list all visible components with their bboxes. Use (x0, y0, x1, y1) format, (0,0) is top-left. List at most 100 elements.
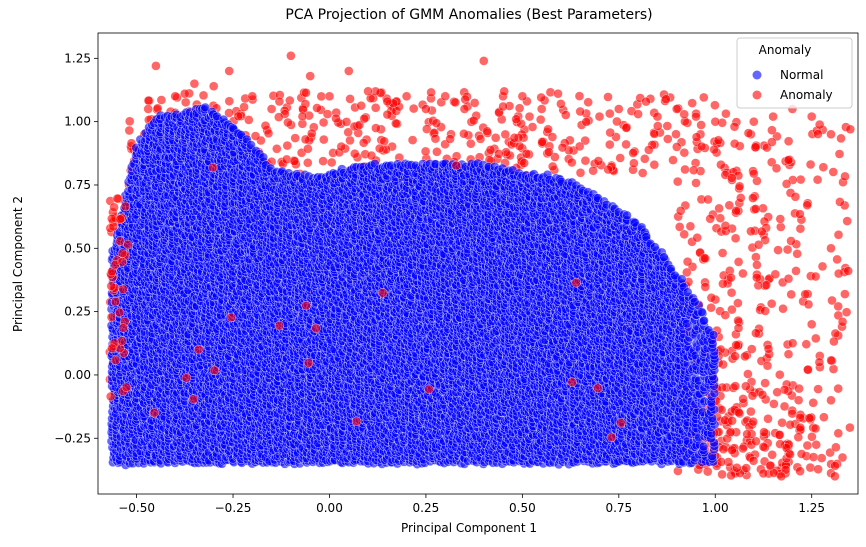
anomaly-point (672, 142, 682, 152)
anomaly-point (725, 427, 736, 437)
anomaly-point (408, 103, 419, 114)
anomaly-point (757, 390, 768, 400)
anomaly-point (426, 87, 436, 98)
anomaly-point (575, 106, 585, 117)
anomaly-point (781, 179, 792, 189)
anomaly-point (459, 129, 469, 139)
anomaly-point (663, 134, 673, 144)
anomaly-point (661, 94, 671, 104)
anomaly-point (466, 138, 476, 149)
anomaly-point (557, 142, 568, 153)
anomaly-point (819, 412, 829, 422)
anomaly-point (691, 111, 701, 122)
anomaly-point (274, 112, 284, 122)
anomaly-point (806, 319, 817, 330)
anomaly-point (814, 119, 825, 130)
anomaly-point (760, 306, 770, 316)
anomaly-point (816, 453, 827, 463)
anomaly-point (519, 158, 529, 168)
anomaly-point (482, 126, 492, 137)
anomaly-point (713, 135, 724, 146)
anomaly-point (736, 193, 746, 203)
anomaly-point (752, 260, 762, 270)
anomaly-point (575, 168, 586, 178)
anomaly-point (702, 466, 713, 477)
anomaly-point (345, 94, 355, 104)
anomaly-point (605, 127, 615, 138)
anomaly-point (671, 129, 681, 139)
anomaly-point (771, 163, 782, 174)
anomaly-point (740, 351, 750, 362)
anomaly-point (180, 88, 190, 99)
anomaly-point (741, 463, 751, 473)
anomaly-point (826, 129, 836, 140)
anomaly-point (674, 222, 685, 232)
anomaly-point (763, 344, 774, 354)
anomaly-point (810, 271, 821, 282)
anomaly-point (842, 216, 852, 226)
anomaly-point (710, 116, 721, 127)
anomaly-point (726, 287, 737, 298)
anomaly-point (791, 266, 801, 276)
anomaly-point (760, 378, 770, 388)
anomaly-point (143, 95, 154, 106)
anomaly-point (727, 445, 737, 456)
anomaly-point (808, 398, 818, 408)
anomaly-point (817, 261, 828, 272)
chart-title: PCA Projection of GMM Anomalies (Best Pa… (285, 7, 652, 23)
anomaly-point (479, 56, 489, 66)
anomaly-point (763, 414, 773, 424)
anomaly-point (612, 116, 622, 127)
anomaly-point (748, 416, 758, 427)
anomaly-point (738, 443, 748, 454)
anomaly-point (366, 150, 377, 161)
anomaly-point (720, 220, 731, 231)
anomaly-point (614, 104, 624, 114)
anomaly-point (774, 430, 785, 440)
anomaly-point (170, 91, 180, 102)
anomaly-point (344, 66, 354, 76)
anomaly-point (297, 111, 308, 122)
anomaly-point (732, 463, 742, 473)
anomaly-point (699, 92, 709, 103)
anomaly-point (432, 147, 442, 157)
anomaly-point (733, 298, 743, 308)
anomaly-point (431, 118, 442, 128)
anomaly-point (751, 436, 761, 447)
anomaly-point (706, 302, 716, 313)
anomaly-point (653, 121, 663, 131)
anomaly-point (445, 134, 455, 144)
anomaly-point (494, 149, 504, 159)
anomaly-point (709, 144, 719, 155)
anomaly-point (730, 233, 741, 244)
anomaly-point (803, 299, 814, 310)
anomaly-point (843, 266, 853, 276)
anomaly-point (345, 135, 355, 146)
anomaly-point (628, 148, 638, 158)
anomaly-point (556, 99, 566, 109)
anomaly-point (401, 91, 412, 102)
anomaly-point (359, 113, 369, 124)
anomaly-point (430, 133, 441, 144)
anomaly-point (807, 432, 817, 442)
anomaly-point (583, 97, 593, 107)
anomaly-point (717, 248, 728, 258)
anomaly-point (272, 144, 282, 154)
anomaly-point (835, 197, 845, 207)
anomaly-point (710, 100, 720, 110)
anomaly-point (747, 390, 758, 401)
anomaly-point (782, 244, 793, 255)
anomaly-point (833, 383, 843, 394)
anomaly-point (746, 226, 756, 237)
anomaly-point (319, 134, 329, 145)
anomaly-point (580, 155, 591, 166)
anomaly-point (547, 161, 558, 172)
anomaly-point (250, 131, 261, 141)
anomaly-point (826, 243, 836, 254)
anomaly-point (767, 450, 777, 460)
anomaly-point (808, 452, 819, 462)
anomaly-point (603, 164, 613, 175)
anomaly-point (224, 96, 235, 106)
anomaly-point (358, 138, 369, 148)
anomaly-point (696, 141, 707, 152)
